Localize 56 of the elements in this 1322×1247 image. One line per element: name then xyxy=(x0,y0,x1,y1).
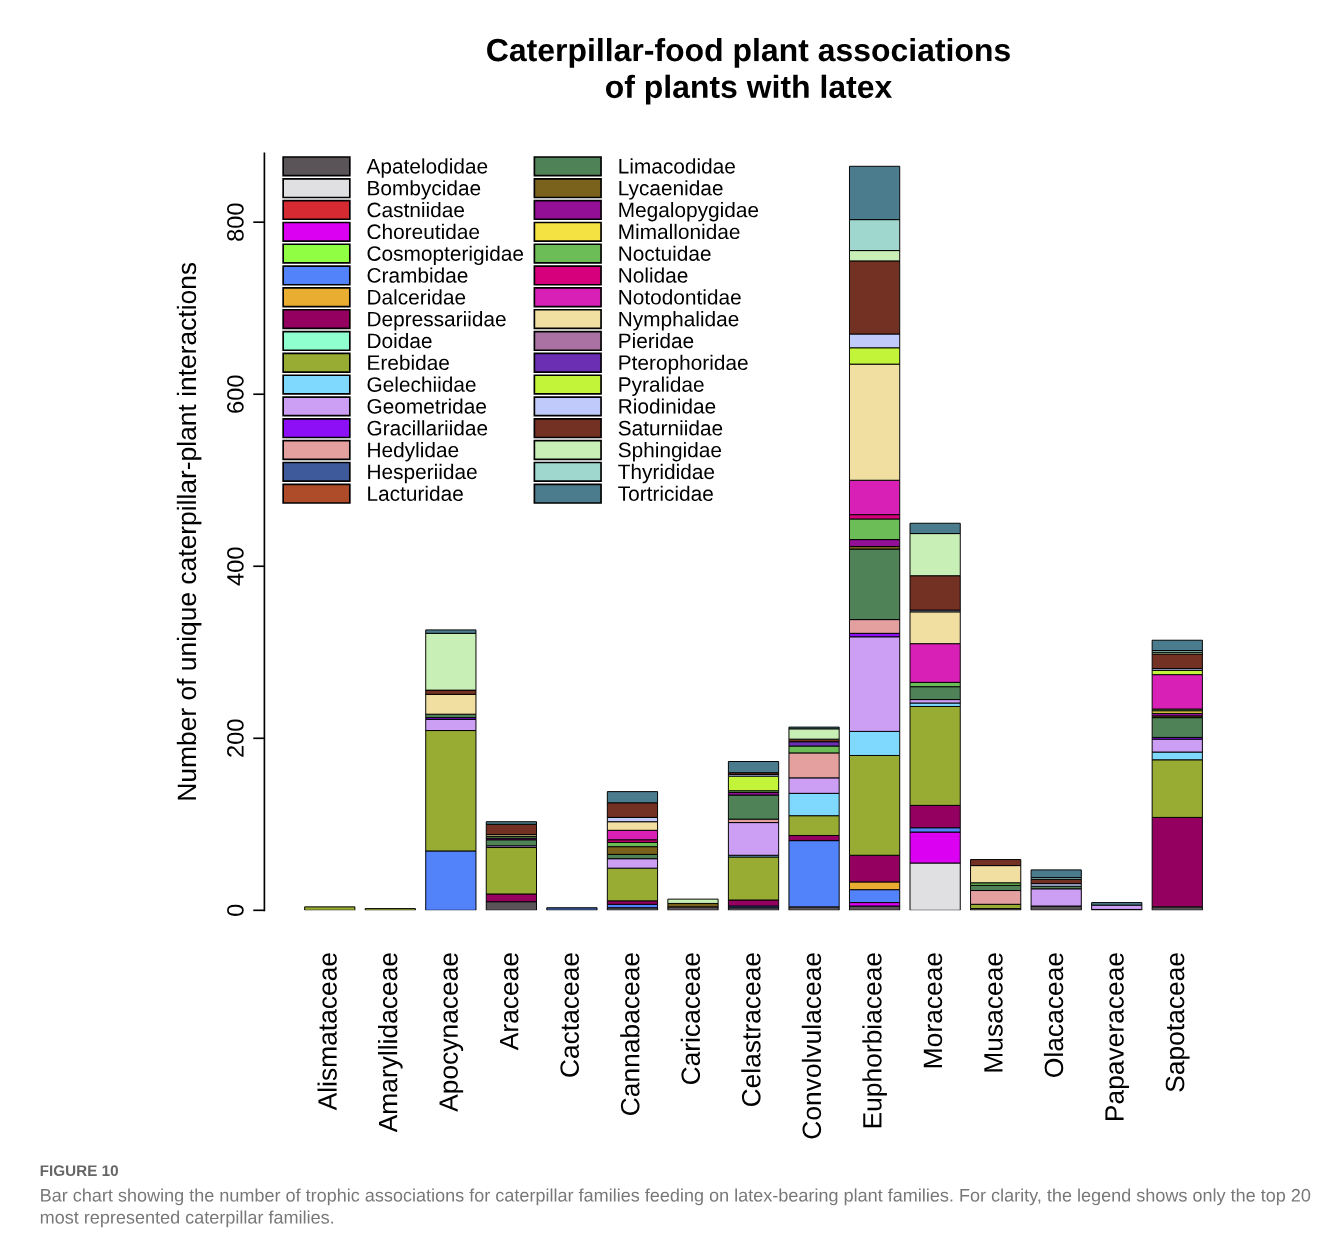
legend-label: Nymphalidae xyxy=(619,311,739,331)
legend-label: Pyralidae xyxy=(619,376,704,396)
legend-label: Noctuidae xyxy=(619,245,711,261)
y-tick-label: 800 xyxy=(227,203,244,241)
y-tick-label: 200 xyxy=(227,719,244,757)
text: Bar chart showing the number of trophic associations for caterpillar families feeding on latex-bearing plant families. For clarity, the legend shows only the top 20 most represented caterpillar families. xyxy=(40,1188,1311,1228)
legend-label: Nolidae xyxy=(619,267,688,283)
chart-title: Caterpillar-food plant associations of plants with latex xyxy=(487,37,1010,105)
legend-label: Sphingidae xyxy=(618,442,722,462)
legend-label: Gelechiidae xyxy=(367,376,476,392)
y-tick-label: 400 xyxy=(227,547,244,586)
legend-label: Erebidae xyxy=(368,354,449,371)
legend-label: Notodontidae xyxy=(619,289,741,305)
x-tick-label: Araceae xyxy=(500,953,519,1051)
legend-label: Mimallonidae xyxy=(619,223,740,240)
legend-label: Choreutidae xyxy=(367,223,480,240)
x-tick-label: Convolvulaceae xyxy=(801,953,822,1139)
legend-label: Geometridae xyxy=(367,398,486,414)
x-tick-label: Euphorbiaceae xyxy=(862,953,887,1128)
legend-label: Gracillariidae xyxy=(367,420,488,436)
legend-label: Pterophoridae xyxy=(619,354,748,375)
y-tick-label: 600 xyxy=(227,375,244,413)
x-tick-label: Apocynaceae xyxy=(439,953,464,1112)
x-tick-label: Papaveraceae xyxy=(1105,953,1130,1120)
legend-label: Dalceridae xyxy=(368,289,466,305)
legend-label: Pieridae xyxy=(619,332,694,349)
x-tick-label: Olacaceae xyxy=(1043,953,1064,1077)
legend-label: Bombycidae xyxy=(368,180,481,200)
legend-label: Tortricidae xyxy=(618,485,713,501)
legend-label: Doidae xyxy=(368,332,432,349)
x-tick-label: Cactaceae xyxy=(560,953,579,1077)
legend-label: Megalopygidae xyxy=(619,202,759,222)
y-tick-label: 0 xyxy=(227,904,244,916)
legend-label: Depressariidae xyxy=(368,311,506,331)
x-tick-label: Moraceae xyxy=(923,953,943,1068)
legend-label: Lacturidae xyxy=(368,485,463,501)
legend-label: Limacodidae xyxy=(619,158,735,174)
x-tick-label: Musaceae xyxy=(984,953,1003,1072)
legend-label: Cosmopterigidae xyxy=(367,245,524,266)
y-axis-title: Number of unique caterpillar-plant interactions xyxy=(176,262,202,800)
x-tick-label: Celastraceae xyxy=(741,953,761,1107)
legend-label: Hesperiidae xyxy=(368,463,477,484)
legend-label: Apatelodidae xyxy=(366,158,488,178)
x-tick-label: Amaryllidaceae xyxy=(378,953,403,1133)
legend-label: Lycaenidae xyxy=(619,180,723,200)
legend-label: Castniidae xyxy=(367,202,464,218)
x-tick-label: Sapotaceae xyxy=(1165,953,1190,1092)
x-tick-label: Caricaceae xyxy=(680,953,701,1085)
legend-label: Hedylidae xyxy=(368,442,459,462)
x-tick-label: Alismataceae xyxy=(317,953,337,1111)
caption: FIGURE 10 xyxy=(40,1165,118,1177)
legend-label: Thyrididae xyxy=(618,463,715,484)
legend-label: Riodinidae xyxy=(619,398,716,414)
legend-label: Crambidae xyxy=(367,267,468,283)
x-tick-label: Cannabaceae xyxy=(620,953,640,1115)
legend-label: Saturniidae xyxy=(618,420,723,436)
